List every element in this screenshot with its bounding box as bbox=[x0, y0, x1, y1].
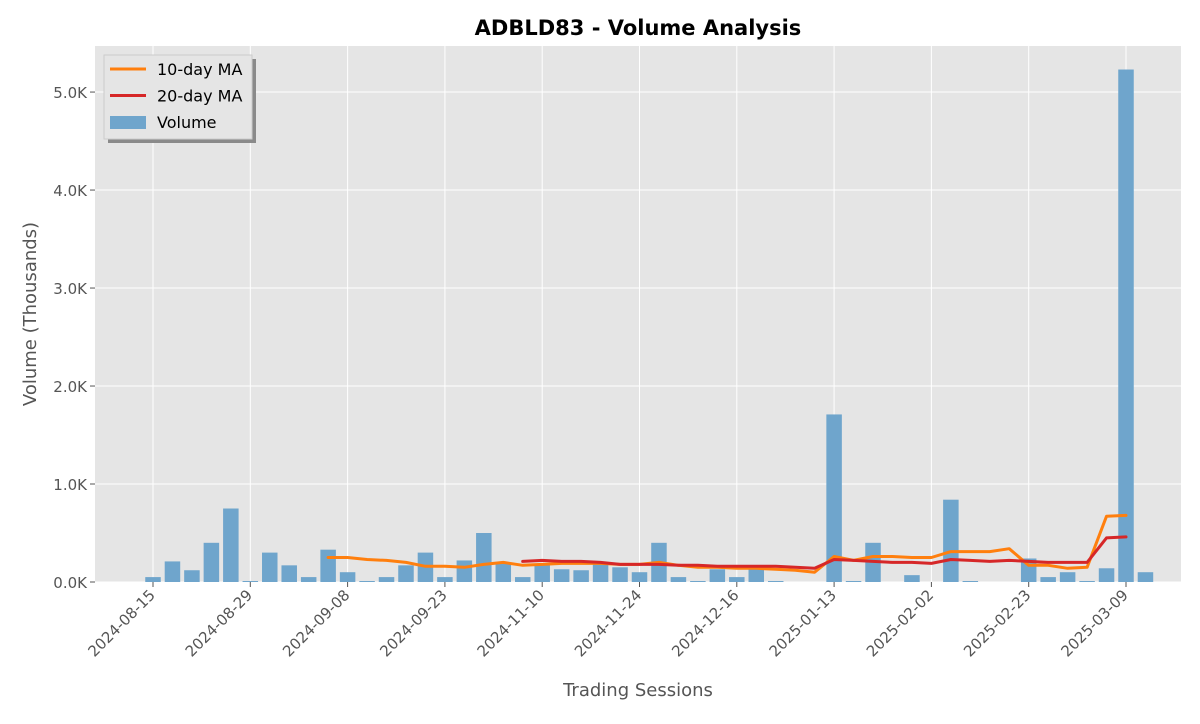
legend-label: 20-day MA bbox=[157, 87, 242, 106]
legend: 10-day MA 20-day MA Volume bbox=[103, 54, 256, 143]
volume-bar bbox=[339, 572, 356, 582]
volume-bar bbox=[1137, 572, 1154, 582]
x-tick-label: 2025-02-02 bbox=[863, 586, 937, 660]
x-axis-label: Trading Sessions bbox=[562, 680, 713, 701]
volume-bar bbox=[1118, 69, 1134, 583]
volume-bar bbox=[495, 563, 512, 582]
volume-bar bbox=[592, 564, 609, 582]
volume-bar bbox=[164, 561, 181, 582]
x-tick-label: 2024-12-16 bbox=[668, 586, 742, 660]
volume-bar bbox=[281, 565, 297, 582]
y-tick-label: 3.0K bbox=[53, 280, 88, 298]
x-tick-label: 2025-03-09 bbox=[1057, 586, 1131, 660]
volume-bar bbox=[262, 552, 278, 582]
volume-bars bbox=[145, 69, 1154, 583]
legend-label: Volume bbox=[157, 113, 217, 132]
volume-bar bbox=[845, 581, 862, 582]
volume-bar bbox=[514, 577, 531, 582]
x-tick-label: 2024-11-24 bbox=[571, 586, 645, 660]
x-tick-label: 2024-09-23 bbox=[376, 586, 450, 660]
x-tick-label: 2024-08-15 bbox=[84, 586, 158, 660]
x-tick-label: 2024-11-10 bbox=[474, 586, 548, 660]
volume-bar bbox=[437, 577, 453, 582]
volume-bar bbox=[573, 570, 589, 582]
volume-bar bbox=[534, 565, 550, 582]
volume-bar bbox=[748, 569, 765, 582]
volume-bar bbox=[612, 567, 628, 582]
volume-bar bbox=[456, 560, 473, 582]
volume-bar bbox=[767, 581, 784, 582]
volume-bar bbox=[904, 575, 920, 582]
volume-bar bbox=[690, 581, 706, 582]
volume-bar bbox=[631, 572, 648, 582]
volume-bar bbox=[476, 533, 492, 582]
volume-bar bbox=[1079, 581, 1095, 582]
volume-bar bbox=[320, 549, 336, 582]
chart-title: ADBLD83 - Volume Analysis bbox=[475, 16, 802, 40]
ma-20-line bbox=[521, 535, 1128, 570]
legend-label: 10-day MA bbox=[157, 60, 242, 79]
volume-bar bbox=[203, 542, 220, 582]
volume-bar bbox=[962, 581, 979, 582]
volume-bar bbox=[359, 581, 375, 582]
volume-bar bbox=[398, 565, 414, 582]
volume-bar bbox=[184, 570, 200, 582]
y-tick-label: 4.0K bbox=[53, 182, 88, 200]
y-axis-label: Volume (Thousands) bbox=[20, 222, 41, 406]
plot-area bbox=[95, 46, 1181, 582]
y-tick-label: 1.0K bbox=[53, 476, 88, 494]
volume-bar bbox=[1040, 577, 1056, 582]
volume-bar bbox=[145, 577, 161, 582]
y-tick-label: 5.0K bbox=[53, 84, 88, 102]
volume-bar bbox=[1098, 568, 1115, 582]
volume-bar bbox=[378, 577, 395, 582]
x-tick-label: 2025-02-23 bbox=[960, 586, 1034, 660]
volume-bar bbox=[553, 569, 570, 582]
volume-bar bbox=[242, 581, 259, 582]
volume-bar bbox=[1059, 572, 1076, 582]
moving-average-lines bbox=[326, 513, 1128, 574]
volume-bar bbox=[300, 577, 317, 582]
y-tick-label: 2.0K bbox=[53, 378, 88, 396]
volume-bar bbox=[670, 577, 687, 582]
x-tick-label: 2024-09-08 bbox=[279, 586, 353, 660]
legend-volume-swatch bbox=[110, 116, 146, 129]
volume-bar bbox=[943, 499, 959, 582]
volume-bar bbox=[729, 577, 745, 582]
x-tick-label: 2024-08-29 bbox=[182, 586, 256, 660]
volume-bar bbox=[709, 569, 726, 582]
volume-bar bbox=[826, 414, 842, 582]
volume-bar bbox=[223, 508, 239, 582]
x-tick-label: 2025-01-13 bbox=[766, 586, 840, 660]
y-tick-label: 0.0K bbox=[53, 574, 88, 592]
